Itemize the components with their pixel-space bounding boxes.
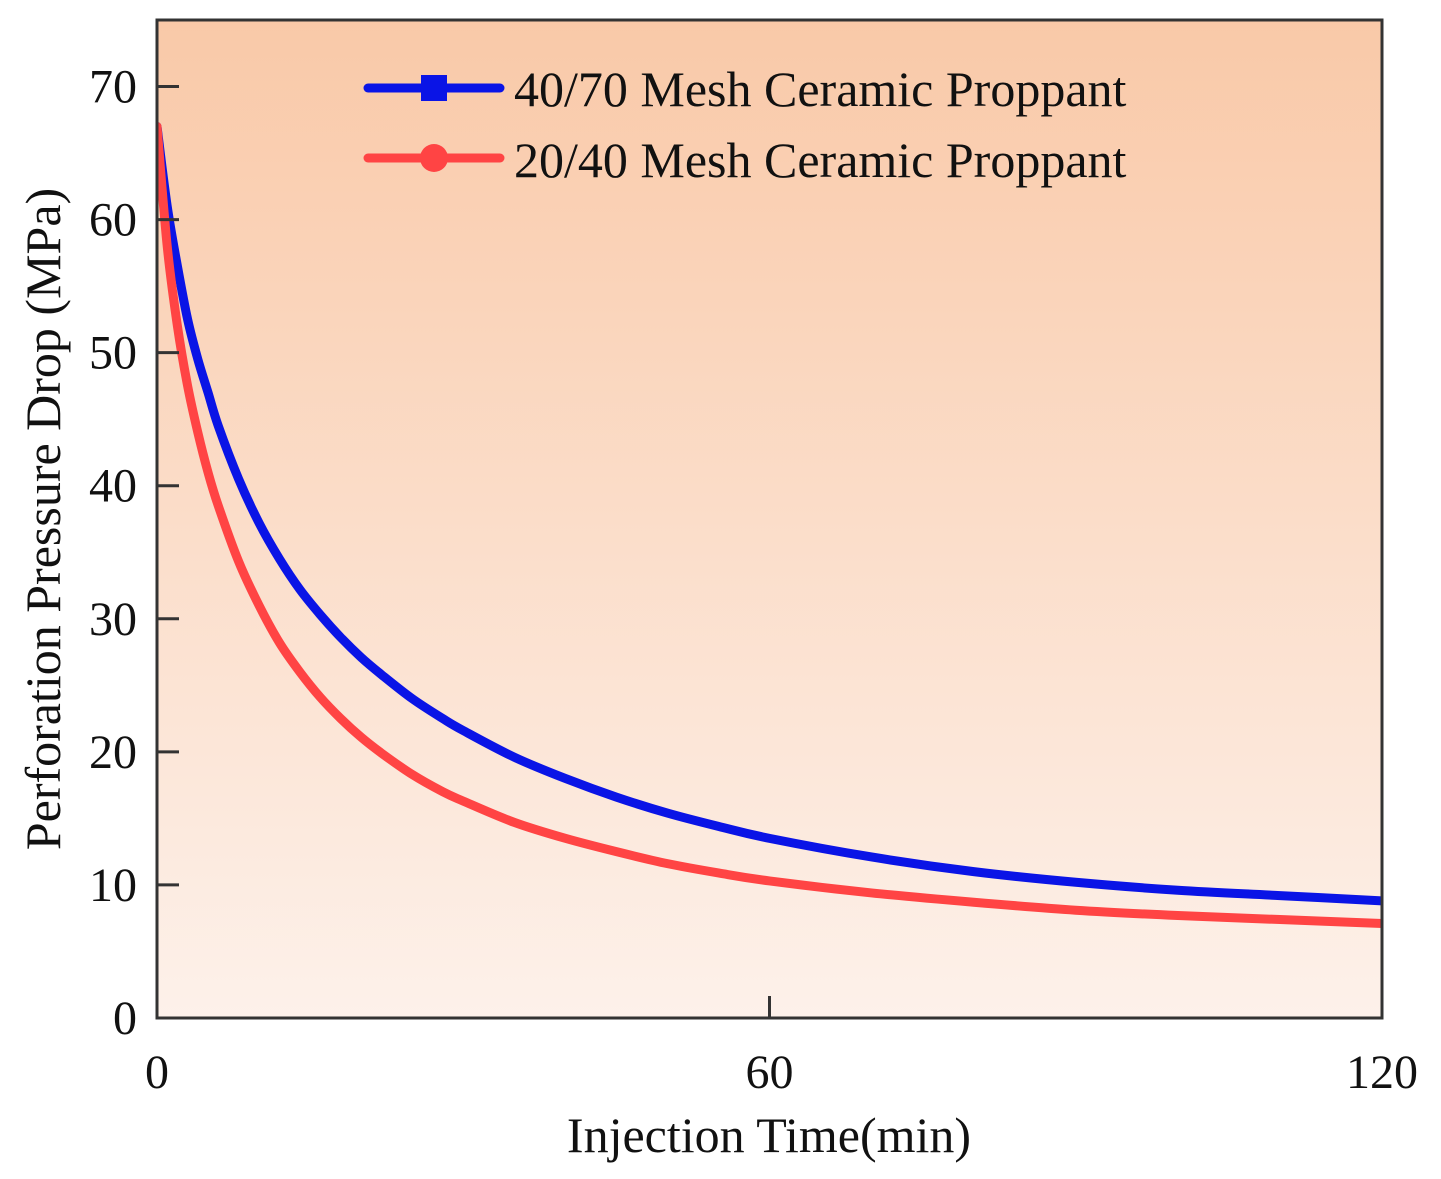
plot-background <box>157 20 1382 1018</box>
legend: 40/70 Mesh Ceramic Proppant 20/40 Mesh C… <box>363 61 1127 188</box>
y-axis-title: Perforation Pressure Drop (MPa) <box>15 188 71 850</box>
y-tick-label: 30 <box>89 593 137 646</box>
x-axis-ticks: 0 60 120 <box>145 996 1418 1099</box>
x-tick-label: 0 <box>145 1046 169 1099</box>
y-axis-ticks: 0 10 20 30 40 50 60 70 <box>89 61 179 1045</box>
y-tick-label: 70 <box>89 61 137 114</box>
legend-label-20-40: 20/40 Mesh Ceramic Proppant <box>514 132 1127 188</box>
series-line-20-40 <box>157 121 1382 929</box>
x-tick-label: 60 <box>746 1046 794 1099</box>
y-tick-label: 20 <box>89 726 137 779</box>
y-tick-label: 60 <box>89 194 137 247</box>
y-tick-label: 50 <box>89 327 137 380</box>
y-tick-label: 40 <box>89 460 137 513</box>
x-tick-label: 120 <box>1346 1046 1418 1099</box>
y-tick-label: 0 <box>113 992 137 1045</box>
legend-square-marker <box>421 75 447 101</box>
y-tick-label: 10 <box>89 859 137 912</box>
legend-circle-marker <box>420 144 448 172</box>
series-line-40-70 <box>157 121 1382 906</box>
legend-label-40-70: 40/70 Mesh Ceramic Proppant <box>514 61 1127 117</box>
x-axis-title: Injection Time(min) <box>567 1107 971 1163</box>
series-layer <box>157 121 1382 929</box>
